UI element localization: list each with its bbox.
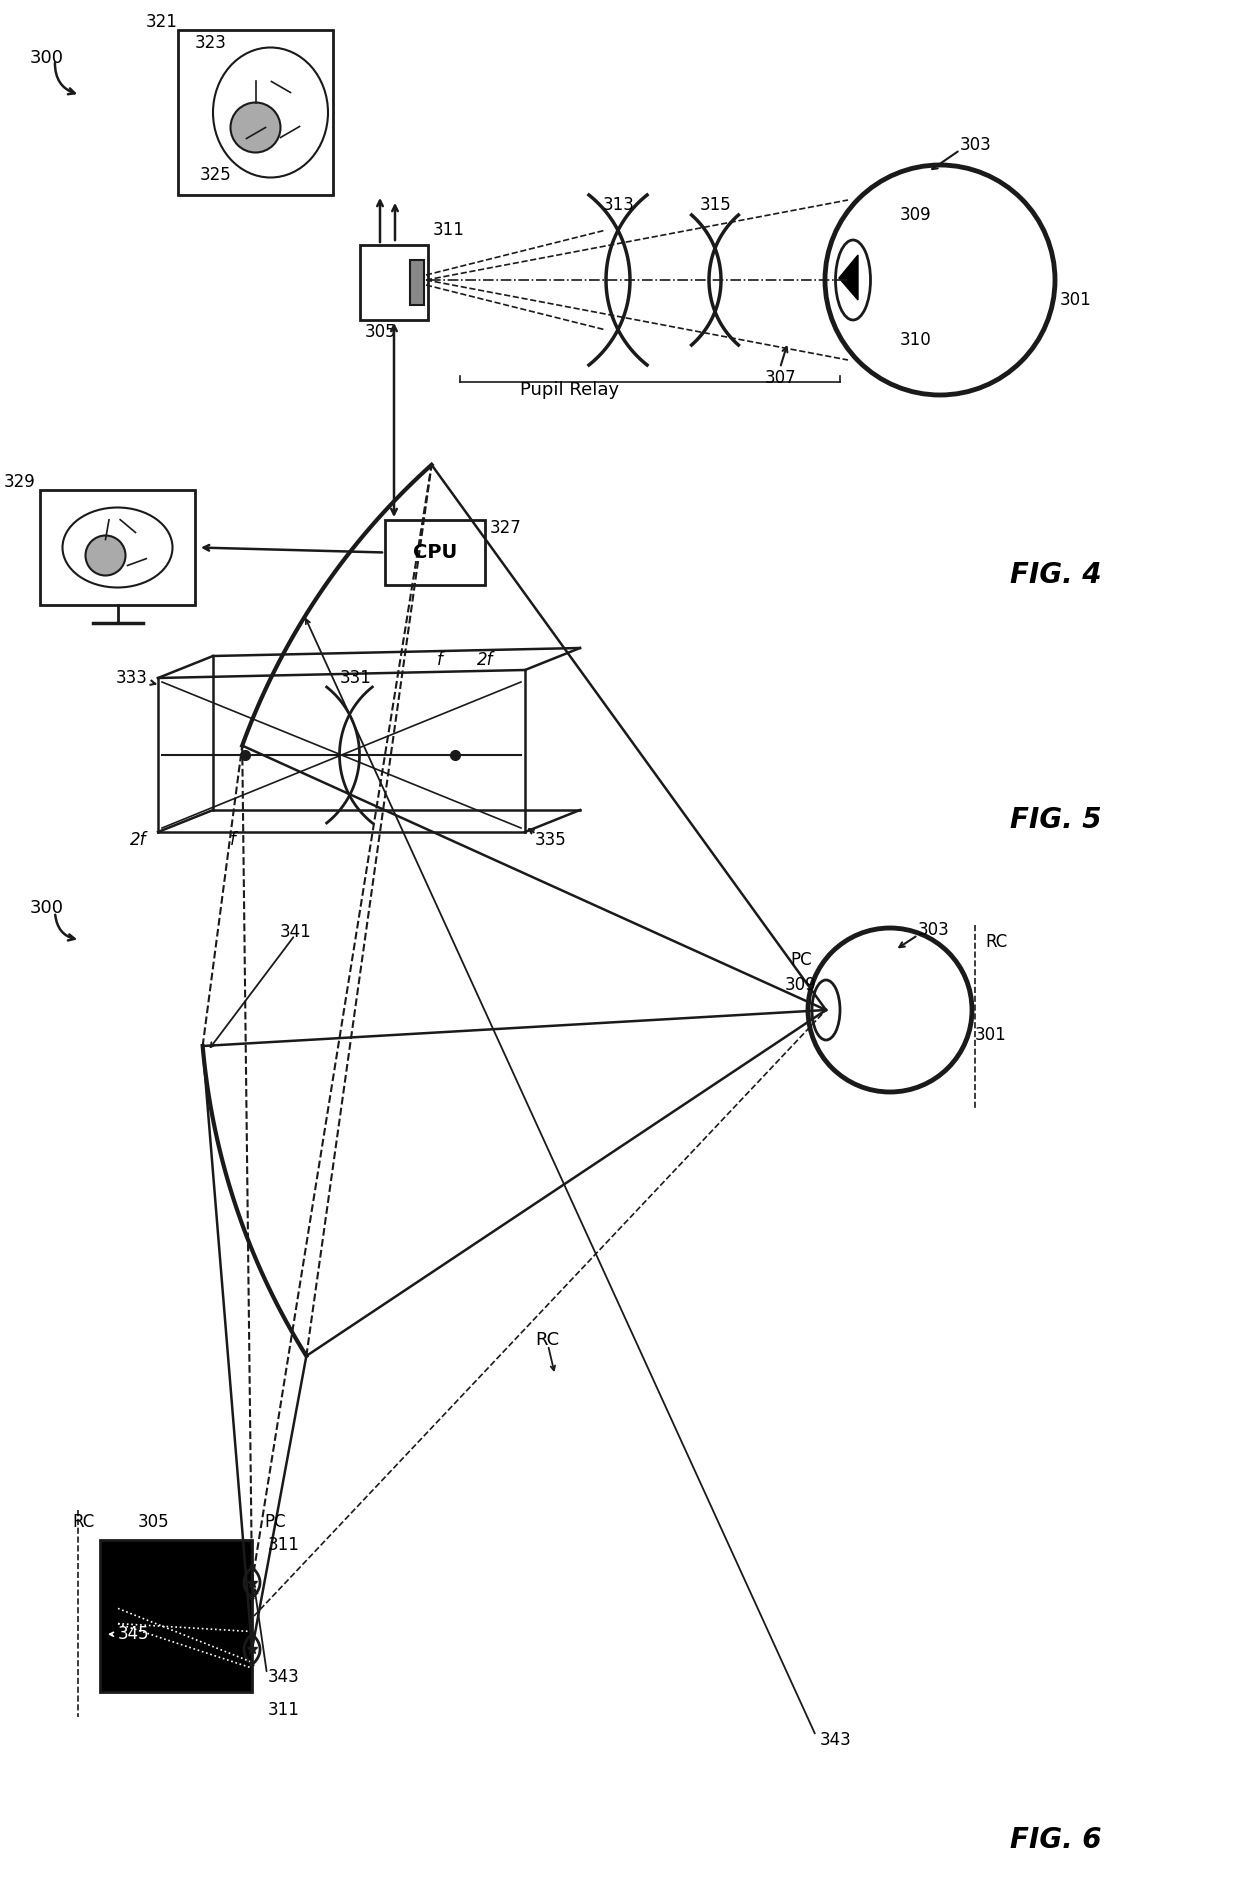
Text: 300: 300 [30, 899, 64, 916]
Circle shape [86, 536, 125, 575]
Bar [384, 521, 485, 585]
Text: RC: RC [534, 1331, 559, 1350]
Text: 321: 321 [146, 13, 179, 30]
Text: 309: 309 [785, 977, 817, 994]
Text: 311: 311 [433, 221, 465, 239]
Text: RC: RC [985, 933, 1007, 950]
Text: 335: 335 [534, 831, 567, 848]
Text: 301: 301 [975, 1026, 1007, 1045]
Text: 345: 345 [118, 1626, 150, 1643]
Text: 305: 305 [138, 1513, 170, 1531]
Text: Pupil Relay: Pupil Relay [521, 380, 620, 399]
Text: RC: RC [73, 1513, 95, 1531]
Text: 333: 333 [117, 668, 148, 687]
Text: 303: 303 [918, 922, 950, 939]
Text: 327: 327 [490, 519, 522, 538]
Text: FIG. 5: FIG. 5 [1011, 806, 1101, 835]
Text: 325: 325 [200, 167, 232, 184]
Text: 341: 341 [280, 924, 311, 941]
Text: 300: 300 [30, 49, 64, 66]
Text: 323: 323 [195, 34, 227, 51]
Polygon shape [839, 256, 858, 299]
Text: FIG. 6: FIG. 6 [1011, 1827, 1101, 1853]
Text: PC: PC [790, 950, 812, 969]
Text: 329: 329 [4, 473, 35, 490]
Text: 307: 307 [765, 369, 796, 386]
Text: 310: 310 [900, 331, 931, 348]
Text: 311: 311 [268, 1535, 300, 1554]
Text: 301: 301 [1060, 292, 1091, 309]
Text: 303: 303 [960, 136, 992, 153]
Text: 343: 343 [820, 1730, 852, 1749]
Text: 315: 315 [701, 197, 732, 214]
Bar [410, 259, 424, 305]
Text: 313: 313 [603, 197, 635, 214]
Text: f: f [229, 831, 236, 848]
Text: 311: 311 [268, 1702, 300, 1719]
Text: 309: 309 [900, 206, 931, 223]
Text: 331: 331 [340, 668, 371, 687]
Text: 2f: 2f [476, 651, 494, 668]
Text: PC: PC [264, 1513, 285, 1531]
Text: 343: 343 [268, 1668, 300, 1687]
Text: 2f: 2f [130, 831, 146, 848]
Text: f: f [436, 651, 443, 668]
Text: FIG. 4: FIG. 4 [1011, 560, 1101, 589]
Bar [360, 244, 428, 320]
Bar [179, 30, 334, 195]
Bar [40, 490, 195, 606]
Text: 305: 305 [365, 324, 397, 341]
Text: CPU: CPU [413, 543, 458, 562]
Circle shape [231, 102, 280, 153]
Bar [100, 1541, 252, 1692]
